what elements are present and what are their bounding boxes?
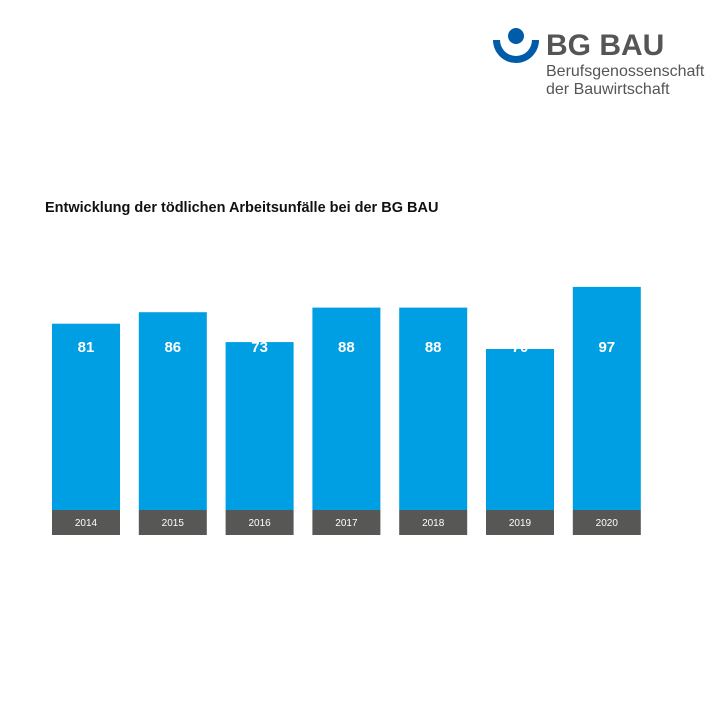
value-label: 73 <box>251 339 268 356</box>
value-label: 97 <box>598 339 615 356</box>
value-label: 88 <box>425 339 442 356</box>
x-tick-label: 2016 <box>248 518 271 529</box>
bar <box>486 349 554 510</box>
bar <box>312 307 381 510</box>
value-label: 88 <box>338 339 355 356</box>
bar <box>138 312 207 510</box>
x-tick-label: 2014 <box>75 518 98 529</box>
year-band <box>399 510 468 535</box>
value-label: 81 <box>78 339 95 356</box>
year-band <box>225 510 294 535</box>
year-band <box>312 510 381 535</box>
bar <box>52 323 120 510</box>
year-band <box>52 510 120 535</box>
logo-line: der Bauwirtschaft <box>546 81 670 98</box>
year-band <box>138 510 207 535</box>
x-tick-label: 2015 <box>162 518 185 529</box>
x-tick-label: 2017 <box>335 518 358 529</box>
year-band <box>486 510 554 535</box>
year-band <box>572 510 641 535</box>
bar <box>572 286 641 510</box>
x-tick-label: 2019 <box>509 518 532 529</box>
x-tick-label: 2020 <box>596 518 619 529</box>
x-tick-label: 2018 <box>422 518 445 529</box>
value-label: 86 <box>164 339 181 356</box>
logo-dot <box>508 28 524 44</box>
logo: BG BAU Berufsgenossenschaft der Bauwirts… <box>493 28 705 98</box>
bar <box>225 342 294 510</box>
logo-arc <box>493 40 539 63</box>
chart-title: Entwicklung der tödlichen Arbeitsunfälle… <box>45 200 438 216</box>
logo-name: BG BAU <box>546 29 664 62</box>
bar <box>399 307 468 510</box>
logo-line: Berufsgenossenschaft <box>546 63 705 80</box>
value-label: 70 <box>512 339 529 356</box>
